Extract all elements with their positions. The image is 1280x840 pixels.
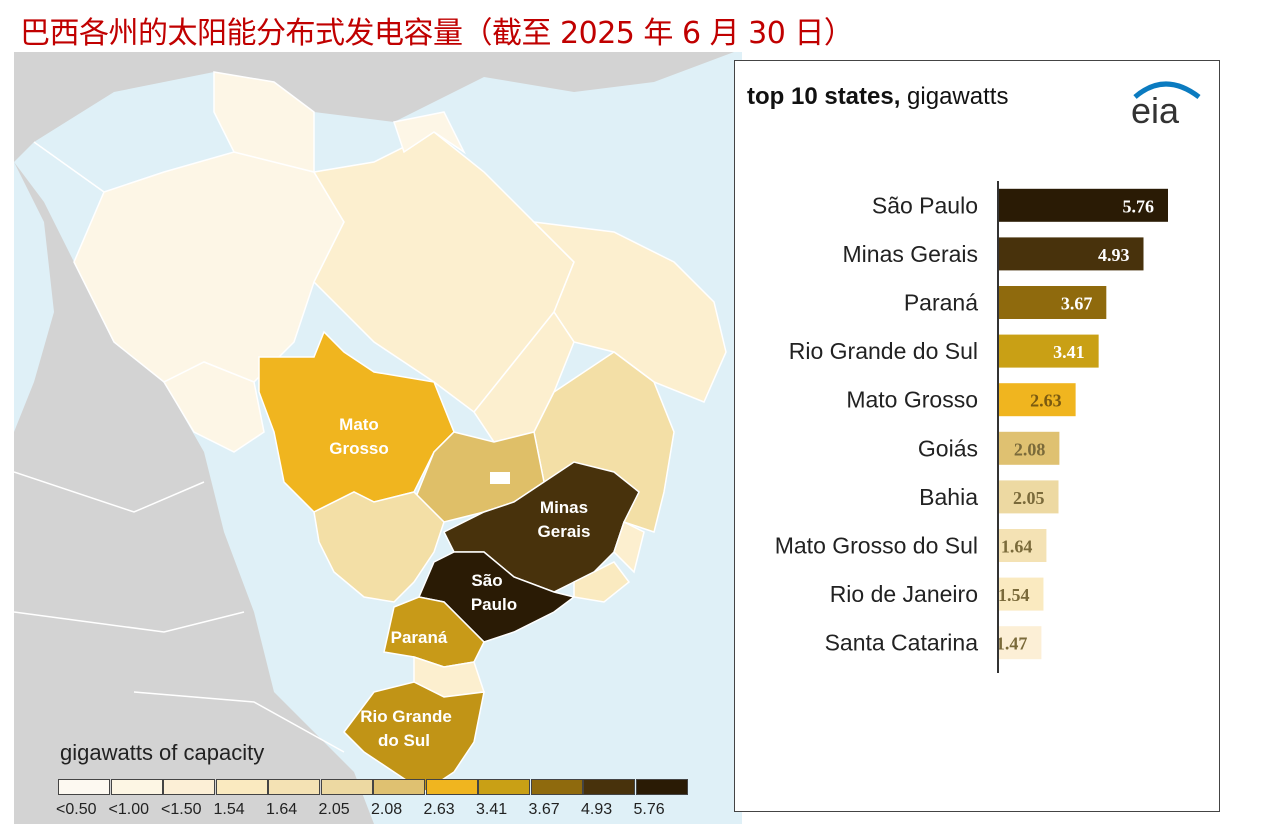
legend-label: 5.76 (633, 801, 665, 818)
state-roraima (213, 71, 315, 173)
chart-heading-rest: gigawatts (900, 83, 1009, 110)
bar (998, 431, 1060, 465)
legend-label: <1.00 (108, 801, 149, 818)
category-label: Bahia (919, 484, 978, 510)
bar-chart: São Paulo 5.76 Minas Gerais 4.93 Paraná 3.67 R… (775, 181, 1168, 673)
bar (998, 626, 1042, 660)
legend-swatch (58, 779, 110, 795)
bar (998, 480, 1059, 514)
legend-label: 2.08 (371, 801, 403, 818)
category-label: Mato Grosso (846, 387, 978, 413)
bar (998, 237, 1144, 271)
eia-logo-icon: eia (1131, 81, 1201, 129)
top-states-chart-panel: top 10 states, gigawatts eia São Paulo 5.… (734, 60, 1220, 812)
brazil-map-panel: Mato Grosso Minas Gerais São Paulo Paran… (14, 52, 742, 824)
legend-label: 1.64 (266, 801, 298, 818)
map-label-rio-grande-2: do Sul (378, 731, 430, 750)
bar (998, 529, 1047, 562)
category-label: São Paulo (872, 192, 978, 218)
map-label-sao-paulo-2: Paulo (471, 595, 517, 614)
bar (998, 383, 1076, 417)
data-label: 1.47 (996, 634, 1028, 654)
state-amapa (393, 111, 466, 155)
legend-swatch (530, 779, 583, 795)
map-label-mato-grosso-1: Mato (339, 415, 379, 434)
data-label: 5.76 (1123, 196, 1155, 216)
category-label: Santa Catarina (825, 630, 979, 656)
category-label: Minas Gerais (843, 241, 978, 267)
legend-swatch (215, 779, 268, 795)
legend-swatch (583, 779, 635, 795)
legend-title: gigawatts of capacity (60, 740, 265, 765)
legend-label: <1.50 (161, 801, 202, 818)
state-mato-grosso-do-sul (313, 491, 445, 603)
legend-swatch (268, 779, 320, 795)
legend-swatch (110, 779, 163, 795)
bar (998, 334, 1099, 368)
legend-swatch (163, 779, 215, 795)
map-label-minas-gerais-1: Minas (540, 498, 588, 517)
map-label-sao-paulo-1: São (471, 571, 502, 590)
state-espirito-santo (613, 520, 645, 574)
legend-swatch (635, 779, 688, 795)
legend-label: 3.41 (476, 801, 508, 818)
category-label: Mato Grosso do Sul (775, 533, 978, 559)
data-label: 3.41 (1053, 342, 1085, 362)
legend-swatch (478, 779, 530, 795)
state-mato-grosso (258, 330, 455, 513)
legend-swatch (320, 779, 373, 795)
brazil-map: Mato Grosso Minas Gerais São Paulo Paran… (14, 52, 734, 824)
state-parana (383, 596, 485, 668)
legend-label: 1.54 (213, 801, 245, 818)
legend-label: 3.67 (528, 801, 560, 818)
data-label: 2.05 (1013, 488, 1044, 508)
map-label-rio-grande-1: Rio Grande (360, 707, 452, 726)
neighbor-countries (14, 52, 734, 162)
data-label: 1.54 (998, 585, 1030, 605)
eia-logo-text: eia (1131, 90, 1180, 129)
chart-heading: top 10 states, gigawatts (747, 83, 1008, 111)
neighbor-countries-west (14, 162, 374, 824)
map-label-parana: Paraná (391, 628, 448, 647)
chart-heading-bold: top 10 states, (747, 83, 901, 110)
legend-label: 2.05 (318, 801, 350, 818)
bar (998, 188, 1168, 222)
bar (998, 286, 1107, 319)
legend-label: 4.93 (581, 801, 613, 818)
legend-label: 2.63 (423, 801, 455, 818)
map-label-minas-gerais-2: Gerais (538, 522, 591, 541)
federal-district (490, 472, 510, 484)
data-label: 1.64 (1001, 537, 1033, 557)
category-label: Rio de Janeiro (830, 581, 978, 607)
category-label: Paraná (904, 290, 978, 316)
bar (998, 577, 1044, 611)
data-label: 2.63 (1030, 391, 1062, 411)
data-label: 4.93 (1098, 245, 1130, 265)
category-label: Rio Grande do Sul (789, 338, 978, 364)
data-label: 3.67 (1061, 294, 1093, 314)
page-title: 巴西各州的太阳能分布式发电容量（截至 2025 年 6 月 30 日） (20, 16, 854, 51)
state-rio-de-janeiro (573, 561, 631, 603)
state-rio-grande-do-sul (343, 681, 485, 793)
legend-swatch (425, 779, 478, 795)
legend-label: <0.50 (56, 801, 97, 818)
data-label: 2.08 (1014, 439, 1046, 459)
map-label-mato-grosso-2: Grosso (329, 439, 389, 458)
legend-swatch (373, 779, 425, 795)
state-northeast (531, 220, 727, 403)
state-acre-rondonia (162, 361, 265, 453)
category-label: Goiás (918, 435, 978, 461)
